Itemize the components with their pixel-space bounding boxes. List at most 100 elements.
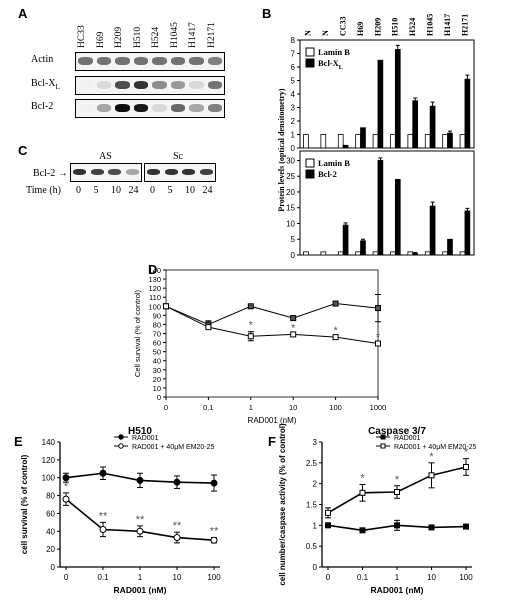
panel-letter-a: A [18, 6, 28, 21]
group-label: Sc [173, 151, 183, 162]
category-label: H1045 [426, 14, 435, 36]
bar [390, 134, 396, 149]
y-tick-label: 140 [42, 438, 56, 447]
bar [464, 210, 471, 256]
y-tick-label: 120 [148, 284, 161, 293]
y-tick-label: 0 [313, 563, 318, 572]
category-label: CC33 [339, 16, 348, 36]
data-point [332, 300, 339, 307]
legend-label: RAD001 [132, 435, 159, 442]
x-tick-label: 100 [329, 403, 342, 412]
y-tick-label: 1 [313, 521, 318, 530]
data-point [173, 478, 181, 486]
time-tick-label: 24 [128, 185, 139, 196]
time-tick-label: 0 [150, 185, 155, 196]
data-point [247, 333, 254, 340]
y-tick-label: 120 [42, 456, 56, 465]
bar [320, 134, 327, 149]
bar [407, 251, 414, 256]
x-axis-title: RAD001 (nM) [248, 416, 297, 425]
category-label: H69 [356, 22, 365, 36]
category-label: H1417 [443, 14, 452, 36]
y-tick-label: 30 [153, 366, 161, 375]
data-point [463, 523, 469, 530]
y-tick-label: 15 [286, 204, 295, 213]
x-tick-label: 0 [64, 573, 69, 582]
x-tick-label: 0.1 [203, 403, 213, 412]
time-tick-label: 5 [93, 185, 99, 196]
y-tick-label: 20 [286, 188, 295, 197]
series-line [165, 305, 379, 344]
x-tick-label: 10 [427, 573, 436, 582]
blot-row-box [75, 99, 225, 118]
y-tick-label: 100 [42, 474, 56, 483]
y-tick-label: 0 [51, 563, 56, 572]
x-tick-label: 10 [173, 573, 182, 582]
blot-row-box [144, 163, 216, 182]
data-point [359, 527, 366, 534]
legend-label: RAD001 + 40μM EM20-25 [132, 444, 215, 451]
blot-band [189, 81, 204, 89]
time-axis-label: Time (h) [26, 185, 61, 196]
bar [342, 224, 349, 256]
significance-mark: ** [210, 526, 219, 538]
data-point [290, 315, 297, 322]
legend-marker [380, 443, 386, 449]
time-tick-label: 10 [111, 185, 121, 196]
panel-letter-b: B [262, 6, 272, 21]
y-tick-label: 20 [153, 375, 161, 384]
y-tick-label: 0 [291, 251, 296, 260]
blot-band [147, 169, 160, 175]
x-axis-title: RAD001 (nM) [114, 585, 167, 595]
y-tick-label: 5 [291, 77, 296, 86]
data-point [99, 469, 107, 477]
y-tick-label: 20 [46, 545, 55, 554]
bar [360, 240, 366, 256]
blot-band [170, 81, 185, 89]
x-tick-label: 100 [459, 573, 473, 582]
blot-band [96, 104, 111, 112]
significance-mark: * [333, 325, 338, 337]
legend-label: RAD001 + 40μM EM20-25 [394, 444, 477, 451]
panel-letter-c: C [18, 143, 28, 158]
legend-label: RAD001 [394, 435, 421, 442]
x-tick-label: 1 [249, 403, 253, 412]
x-tick-label: 1000 [370, 403, 387, 412]
blot-band [78, 104, 93, 112]
bar [407, 134, 414, 149]
blot-band [207, 57, 222, 65]
x-tick-label: 0.1 [357, 573, 369, 582]
data-point [163, 303, 169, 310]
y-tick-label: 40 [153, 357, 161, 366]
x-tick-label: 0.1 [97, 573, 109, 582]
data-point [375, 340, 381, 347]
data-point [210, 536, 218, 544]
y-tick-label: 0 [157, 393, 161, 402]
y-tick-label: 0 [291, 144, 296, 153]
bar [303, 134, 309, 149]
y-tick-label: 25 [286, 172, 295, 181]
y-axis-title: cell survival (% of control) [20, 454, 29, 554]
blot-band [164, 169, 178, 175]
bar [459, 251, 466, 256]
legend-marker [118, 443, 124, 449]
legend-marker [118, 434, 124, 440]
bar [464, 78, 471, 149]
significance-mark: * [64, 481, 69, 493]
significance-mark: * [291, 322, 296, 334]
significance-mark: * [395, 474, 400, 486]
data-point [394, 489, 400, 495]
legend-label: Lamin B [318, 158, 350, 168]
significance-mark: ** [173, 520, 182, 532]
bar [429, 105, 436, 149]
data-point [173, 534, 181, 542]
legend-swatch [305, 47, 315, 57]
blot-row-box [75, 76, 225, 95]
legend-label: Bcl-XL [318, 58, 343, 71]
bar [459, 134, 466, 149]
blot-band [152, 104, 167, 112]
category-label: H209 [373, 18, 382, 36]
bar [394, 178, 401, 256]
blot-band [90, 169, 104, 175]
time-tick-label: 10 [185, 185, 195, 196]
